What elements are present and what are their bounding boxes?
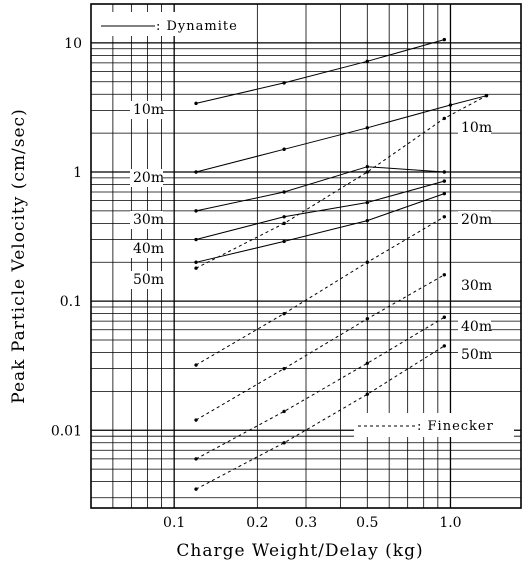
data-point-finecker-10m <box>365 170 369 174</box>
series-line-finecker-30m <box>195 274 445 421</box>
data-point-dynamite-50m <box>282 239 286 244</box>
dynamite-label-bg <box>130 211 163 229</box>
series-line-finecker-10m <box>195 95 487 269</box>
data-point-finecker-30m <box>365 317 369 321</box>
y-tick-label: 1 <box>73 165 82 181</box>
data-point-finecker-40m <box>194 457 198 461</box>
y-tick-label: 0.01 <box>51 423 82 439</box>
data-point-dynamite-50m <box>365 218 369 223</box>
data-point-dynamite-10m <box>194 101 198 106</box>
series-layer <box>194 37 489 491</box>
data-point-finecker-40m <box>442 315 447 319</box>
x-tick-label: 0.1 <box>163 515 185 531</box>
data-point-finecker-10m <box>194 266 198 270</box>
data-point-finecker-30m <box>442 273 447 277</box>
data-point-dynamite-40m <box>194 237 198 242</box>
data-point-dynamite-10m <box>282 81 286 85</box>
dynamite-label-bg <box>130 271 163 289</box>
data-point-finecker-20m <box>442 215 447 219</box>
legend-box <box>92 12 254 36</box>
x-tick-label: 1.0 <box>439 515 461 531</box>
data-point-finecker-50m <box>282 441 286 445</box>
legend-box <box>354 413 514 437</box>
line-labels: 10m 20m 30m 40m 50m 10m 20m 30m 40m 50m <box>130 101 492 364</box>
dynamite-label-bg <box>130 101 163 119</box>
finecker-label-bg <box>458 119 491 137</box>
data-point-finecker-30m <box>282 366 286 371</box>
dynamite-label: 50m <box>133 272 164 288</box>
data-point-dynamite-10m <box>442 37 447 42</box>
y-tick-label: 0.1 <box>60 294 82 310</box>
y-tick-label: 10 <box>64 36 82 52</box>
data-point-dynamite-30m <box>365 164 369 169</box>
data-point-dynamite-10m <box>365 59 369 63</box>
finecker-label: 40m <box>461 319 492 335</box>
data-point-finecker-50m <box>365 392 369 396</box>
data-point-finecker-20m <box>282 311 286 316</box>
tick-labels: 0.1 0.2 0.3 0.5 1.0 10 1 0.1 0.01 <box>51 36 462 531</box>
series-line-dynamite-30m <box>195 166 445 212</box>
data-point-dynamite-20m <box>448 103 453 107</box>
data-point-dynamite-30m <box>282 190 286 194</box>
finecker-label: 30m <box>461 278 492 294</box>
data-point-dynamite-30m <box>442 170 447 174</box>
x-axis-label: Charge Weight/Delay (kg) <box>176 541 423 561</box>
data-point-dynamite-40m <box>282 215 286 219</box>
data-point-dynamite-40m <box>365 200 369 205</box>
finecker-label: 10m <box>461 120 492 136</box>
y-axis-label: Peak Particle Velocity (cm/sec) <box>9 108 29 403</box>
data-point-dynamite-50m <box>442 191 447 196</box>
series-line-dynamite-10m <box>195 39 445 104</box>
x-tick-label: 0.3 <box>295 515 317 531</box>
data-point-dynamite-40m <box>442 179 447 183</box>
data-point-dynamite-20m <box>282 147 286 151</box>
dynamite-label: 30m <box>133 212 164 228</box>
series-line-dynamite-40m <box>195 180 445 240</box>
finecker-label: 20m <box>461 212 492 228</box>
dynamite-label: 40m <box>133 241 164 257</box>
x-tick-label: 0.5 <box>356 515 378 531</box>
finecker-label: 50m <box>461 347 492 363</box>
data-point-finecker-50m <box>194 487 198 491</box>
series-line-finecker-40m <box>195 316 445 460</box>
finecker-label-bg <box>458 277 491 295</box>
series-line-finecker-50m <box>195 345 445 490</box>
data-point-finecker-20m <box>194 363 198 367</box>
finecker-label-bg <box>458 346 491 364</box>
series-line-dynamite-20m <box>195 95 487 173</box>
series-line-dynamite-50m <box>195 193 445 263</box>
plot-frame <box>90 3 522 509</box>
finecker-label-bg <box>458 318 491 336</box>
data-point-finecker-50m <box>442 344 447 348</box>
dynamite-label-bg <box>130 240 163 258</box>
data-point-finecker-40m <box>282 409 286 414</box>
legend: : Dynamite : Finecker <box>92 12 514 437</box>
x-tick-label: 0.2 <box>246 515 268 531</box>
legend-label: : Dynamite <box>156 19 238 34</box>
data-point-finecker-10m <box>442 116 447 121</box>
dynamite-label: 20m <box>133 170 164 186</box>
series-line-finecker-20m <box>195 216 445 366</box>
data-point-dynamite-50m <box>194 260 198 264</box>
legend-label: : Finecker <box>417 419 494 434</box>
finecker-label-bg <box>458 211 491 229</box>
data-point-dynamite-20m <box>365 126 369 130</box>
data-point-finecker-20m <box>365 260 369 264</box>
data-point-finecker-10m <box>282 221 286 226</box>
dynamite-label-bg <box>130 169 163 187</box>
data-point-finecker-10m <box>484 93 489 98</box>
data-point-finecker-30m <box>194 418 198 422</box>
data-point-dynamite-30m <box>194 209 198 213</box>
data-point-finecker-40m <box>365 361 369 366</box>
data-point-dynamite-20m <box>194 170 198 174</box>
dynamite-label: 10m <box>133 102 164 118</box>
